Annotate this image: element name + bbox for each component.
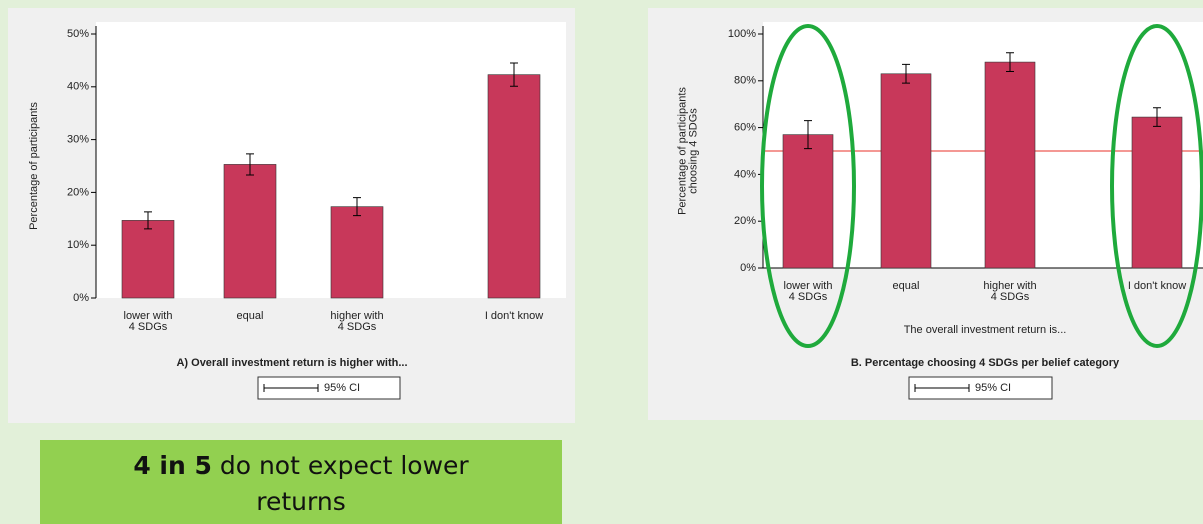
- bar: [782, 134, 834, 269]
- x-tick-label: higher with 4 SDGs: [983, 280, 1036, 303]
- y-axis-label: Percentage of participantschoosing 4 SDG…: [676, 87, 699, 215]
- callout-text: do not expect lower returns: [219, 451, 469, 516]
- y-tick-label: 30%: [67, 134, 89, 146]
- x-tick-label: I don't know: [485, 310, 543, 322]
- legend-label: 95% CI: [324, 382, 360, 394]
- x-tick-label: equal: [893, 280, 920, 292]
- highlight-ellipse: [760, 24, 856, 348]
- error-bar: [144, 211, 152, 230]
- error-bar: [246, 153, 254, 176]
- bar: [1131, 116, 1183, 269]
- error-bar: [1153, 107, 1161, 127]
- y-tick-label: 10%: [67, 239, 89, 251]
- legend-box: [257, 376, 401, 400]
- chart-title: B. Percentage choosing 4 SDGs per belief…: [851, 357, 1120, 369]
- bar: [121, 220, 175, 299]
- legend-symbol: [914, 384, 970, 392]
- y-axis-label: Percentage of participants: [28, 102, 40, 230]
- legend-symbol: [263, 384, 319, 392]
- y-tick-label: 80%: [734, 75, 756, 87]
- legend-box: [908, 376, 1053, 400]
- y-tick-label: 20%: [734, 215, 756, 227]
- y-tick-label: 50%: [67, 28, 89, 40]
- error-bar: [353, 197, 361, 217]
- y-tick-label: 100%: [728, 28, 756, 40]
- y-tick-label: 40%: [734, 168, 756, 180]
- y-tick-label: 20%: [67, 186, 89, 198]
- error-bar: [804, 120, 812, 150]
- chart-title: A) Overall investment return is higher w…: [176, 357, 407, 369]
- y-tick-label: 0%: [73, 292, 89, 304]
- error-bar: [510, 62, 518, 87]
- error-bar: [1006, 52, 1014, 72]
- x-tick-label: equal: [237, 310, 264, 322]
- callout: 4 in 5 do not expect lower returns: [40, 440, 562, 524]
- error-bar: [902, 63, 910, 84]
- bar: [880, 73, 932, 269]
- bar: [984, 61, 1036, 269]
- y-tick-label: 0%: [740, 262, 756, 274]
- y-tick-label: 40%: [67, 81, 89, 93]
- x-axis-label: The overall investment return is...: [904, 324, 1067, 336]
- x-tick-label: lower with 4 SDGs: [124, 310, 173, 333]
- x-tick-label: lower with 4 SDGs: [784, 280, 833, 303]
- bar: [487, 74, 541, 299]
- x-tick-label: I don't know: [1128, 280, 1186, 292]
- highlight-ellipse: [1110, 24, 1203, 348]
- legend-label: 95% CI: [975, 382, 1011, 394]
- bar: [330, 206, 384, 299]
- y-tick-label: 60%: [734, 122, 756, 134]
- callout-bold: 4 in 5: [133, 451, 212, 480]
- x-tick-label: higher with 4 SDGs: [330, 310, 383, 333]
- bar: [223, 164, 277, 299]
